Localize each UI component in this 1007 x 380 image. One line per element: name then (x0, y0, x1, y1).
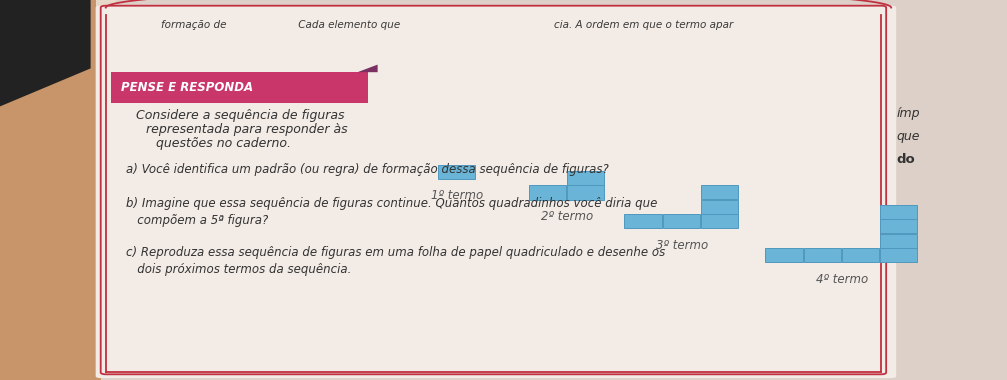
Bar (804, 248, 841, 262)
Bar (701, 185, 738, 199)
Polygon shape (357, 65, 378, 72)
Polygon shape (111, 72, 368, 103)
Text: 4º termo: 4º termo (816, 273, 868, 286)
Bar (567, 171, 604, 185)
Bar (567, 185, 604, 200)
Text: formação de: formação de (161, 20, 227, 30)
Bar (880, 248, 917, 262)
Bar (624, 214, 662, 228)
Text: Cada elemento que: Cada elemento que (282, 20, 400, 30)
Bar (880, 205, 917, 219)
Text: b) Imagine que essa sequência de figuras continue. Quantos quadradinhos você dir: b) Imagine que essa sequência de figuras… (126, 197, 658, 210)
Bar (663, 214, 700, 228)
Text: compõem a 5ª figura?: compõem a 5ª figura? (126, 214, 268, 227)
Bar (765, 248, 803, 262)
Bar (842, 248, 879, 262)
Polygon shape (0, 0, 91, 106)
Bar (529, 185, 566, 200)
Text: ímp: ímp (896, 108, 919, 120)
Text: 3º termo: 3º termo (656, 239, 708, 252)
Text: Considere a sequência de figuras: Considere a sequência de figuras (136, 109, 344, 122)
FancyBboxPatch shape (96, 6, 896, 378)
Bar (701, 200, 738, 214)
Text: dois próximos termos da sequência.: dois próximos termos da sequência. (126, 263, 351, 276)
Bar (438, 165, 475, 179)
Bar (880, 219, 917, 233)
Text: cia. A ordem em que o termo apar: cia. A ordem em que o termo apar (554, 20, 733, 30)
Text: PENSE E RESPONDA: PENSE E RESPONDA (121, 81, 253, 94)
Polygon shape (0, 0, 81, 95)
Text: 2º termo: 2º termo (541, 210, 593, 223)
Text: 1º termo: 1º termo (431, 189, 483, 202)
Text: representada para responder às: representada para responder às (146, 123, 347, 136)
Bar (880, 234, 917, 248)
Text: c) Reproduza essa sequência de figuras em uma folha de papel quadriculado e dese: c) Reproduza essa sequência de figuras e… (126, 246, 666, 259)
Text: que: que (896, 130, 919, 143)
Bar (96, 0, 116, 342)
Text: do: do (896, 153, 915, 166)
Bar (0, 0, 101, 380)
Bar (701, 214, 738, 228)
Text: a) Você identifica um padrão (ou regra) de formação dessa sequência de figuras?: a) Você identifica um padrão (ou regra) … (126, 163, 608, 176)
Text: questões no caderno.: questões no caderno. (156, 137, 291, 150)
